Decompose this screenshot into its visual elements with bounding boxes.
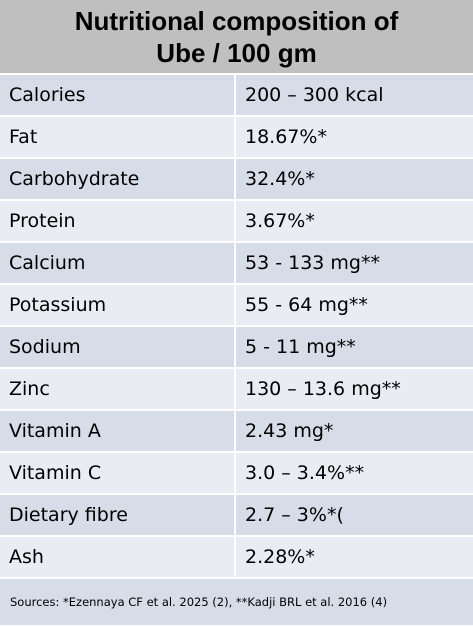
nutrient-value: 2.7 – 3%*( — [245, 504, 344, 526]
table-row: Potassium 55 - 64 mg** — [0, 285, 473, 327]
nutrient-name: Calcium — [0, 243, 236, 283]
nutrient-value: 200 – 300 kcal — [245, 84, 384, 106]
nutrient-value: 32.4%* — [245, 168, 315, 190]
nutrient-value: 2.43 mg* — [245, 420, 334, 442]
nutrient-value: 130 – 13.6 mg** — [245, 378, 401, 400]
table-row: Vitamin A 2.43 mg* — [0, 411, 473, 453]
table-row: Protein 3.67%* — [0, 201, 473, 243]
title-line-1: Nutritional composition of — [74, 6, 399, 36]
nutrient-name: Sodium — [0, 327, 236, 367]
nutrient-value: 5 - 11 mg** — [245, 336, 356, 358]
table-row: Zinc 130 – 13.6 mg** — [0, 369, 473, 411]
nutrient-name: Vitamin C — [0, 453, 236, 493]
nutrient-value: 2.28%* — [245, 546, 315, 568]
nutrient-name: Dietary fibre — [0, 495, 236, 535]
nutrient-name: Calories — [0, 75, 236, 115]
nutrient-name: Vitamin A — [0, 411, 236, 451]
title-line-2: Ube / 100 gm — [156, 38, 317, 68]
nutrient-name: Ash — [0, 537, 236, 577]
nutrient-value: 53 - 133 mg** — [245, 252, 380, 274]
nutrient-name: Zinc — [0, 369, 236, 409]
nutrient-value: 55 - 64 mg** — [245, 294, 368, 316]
nutrient-value: 18.67%* — [245, 126, 327, 148]
table-row: Vitamin C 3.0 – 3.4%** — [0, 453, 473, 495]
table-row: Dietary fibre 2.7 – 3%*( — [0, 495, 473, 537]
nutrient-value: 3.67%* — [245, 210, 315, 232]
table-row: Calcium 53 - 133 mg** — [0, 243, 473, 285]
nutrient-name: Protein — [0, 201, 236, 241]
nutrient-value: 3.0 – 3.4%** — [245, 462, 365, 484]
nutrient-name: Potassium — [0, 285, 236, 325]
table-row: Sodium 5 - 11 mg** — [0, 327, 473, 369]
nutrient-name: Fat — [0, 117, 236, 157]
table-body: Calories 200 – 300 kcal Fat 18.67%* Carb… — [0, 75, 473, 579]
sources-footnote: Sources: *Ezennaya CF et al. 2025 (2), *… — [0, 579, 473, 625]
table-title: Nutritional composition of Ube / 100 gm — [0, 0, 473, 75]
table-row: Calories 200 – 300 kcal — [0, 75, 473, 117]
table-row: Carbohydrate 32.4%* — [0, 159, 473, 201]
table-row: Fat 18.67%* — [0, 117, 473, 159]
nutrient-name: Carbohydrate — [0, 159, 236, 199]
table-row: Ash 2.28%* — [0, 537, 473, 579]
